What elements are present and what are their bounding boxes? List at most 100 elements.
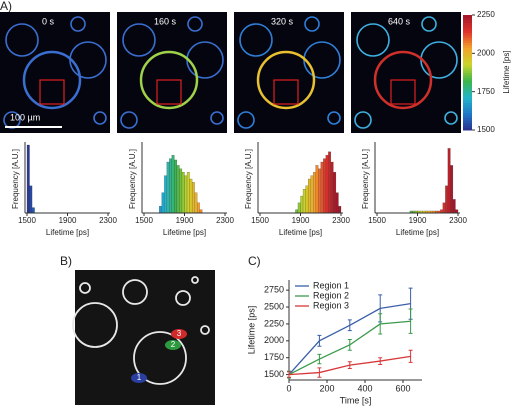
histogram-bar <box>31 207 35 214</box>
error-bar <box>347 338 352 351</box>
legend-label: Region 1 <box>313 280 349 290</box>
legend-label: Region 2 <box>313 290 349 300</box>
colorbar-tick-label: 1750 <box>477 87 495 96</box>
region-label: 3 <box>177 329 182 338</box>
histogram-bar <box>194 192 198 214</box>
x-axis-label: Lifetime [ps] <box>163 228 206 237</box>
x-tick-label: 1500 <box>251 216 269 225</box>
legend-label: Region 3 <box>313 300 349 310</box>
colorbar-cell <box>463 105 472 108</box>
droplet-ring <box>191 276 199 284</box>
histogram-bar <box>166 161 170 214</box>
y-axis-label: Frequency [A.U.] <box>244 149 253 209</box>
x-tick-label: 2300 <box>449 216 467 225</box>
histogram-bar <box>455 209 459 214</box>
droplet-ring <box>256 50 316 110</box>
histogram-bar <box>330 161 334 214</box>
histogram-bar <box>333 172 337 214</box>
droplet-ring <box>120 111 138 129</box>
region-box <box>156 79 182 105</box>
x-tick-label: 2300 <box>332 216 350 225</box>
histogram-bar <box>199 209 203 214</box>
colorbar-cell <box>463 60 472 63</box>
y-axis-label: Lifetime [ps] <box>246 306 256 355</box>
droplet-ring <box>304 16 320 32</box>
histogram-bar <box>197 202 200 214</box>
histogram-bar <box>300 195 304 214</box>
colorbar-cell <box>463 67 472 71</box>
colorbar-cell <box>463 120 472 123</box>
histogram-bar <box>181 172 185 214</box>
y-tick-label: 2000 <box>264 335 284 345</box>
x-axis-label: Lifetime [ps] <box>46 228 89 237</box>
colorbar-cell <box>463 45 472 48</box>
microscope-image <box>0 12 110 133</box>
colorbar-cell <box>463 125 472 128</box>
colorbar-cell <box>463 27 472 31</box>
colorbar-cell <box>463 127 472 131</box>
histogram-bar <box>295 209 299 214</box>
colorbar-cell <box>463 122 472 126</box>
x-tick-label: 1500 <box>135 216 153 225</box>
histogram-bar <box>328 151 331 214</box>
scale-bar-label: 100 µm <box>10 112 40 122</box>
histogram-bar <box>297 202 301 214</box>
y-axis-label: Frequency [A.U.] <box>11 149 20 209</box>
histogram-bar <box>29 185 33 214</box>
region-marker <box>131 373 147 383</box>
colorbar-cell <box>463 42 472 46</box>
droplet-ring <box>239 23 273 57</box>
histogram-bar <box>320 161 324 214</box>
histogram-bar <box>302 189 306 214</box>
region-label: 2 <box>171 340 176 349</box>
colorbar-cell <box>463 115 472 118</box>
error-bar <box>378 357 383 365</box>
x-tick-label: 1500 <box>18 216 36 225</box>
panel-label: A) <box>0 0 12 13</box>
histogram-bar <box>338 206 342 214</box>
panel-label: C) <box>248 254 261 268</box>
histogram-bar <box>189 178 193 214</box>
colorbar-cell <box>463 55 472 58</box>
histogram-bar <box>318 168 321 214</box>
droplet-ring <box>122 279 148 305</box>
droplet-ring <box>200 325 210 335</box>
histogram-bar <box>164 175 167 214</box>
colorbar-cell <box>463 80 472 83</box>
colorbar-cell <box>463 62 472 66</box>
region-marker <box>165 340 181 350</box>
histogram-bar <box>307 178 311 214</box>
histogram-bar <box>450 165 454 214</box>
error-bar <box>347 361 352 370</box>
colorbar-cell <box>463 32 472 36</box>
error-bar <box>287 371 291 378</box>
y-axis-label: Frequency [A.U.] <box>128 149 137 209</box>
histogram-bar <box>161 192 165 214</box>
histogram-bar <box>191 182 195 214</box>
histogram-bar <box>159 206 162 214</box>
y-tick-label: 2250 <box>264 318 284 328</box>
droplet-ring <box>72 302 118 348</box>
colorbar-cell <box>463 92 472 96</box>
time-label: 320 s <box>271 16 294 26</box>
colorbar-cell <box>463 77 472 81</box>
droplet-ring <box>122 23 156 57</box>
colorbar-tick-label: 2000 <box>477 48 495 57</box>
histogram-bar <box>335 192 339 214</box>
histogram-bar <box>447 148 451 214</box>
colorbar-cell <box>463 50 472 53</box>
colorbar-cell <box>463 37 472 41</box>
colorbar-cell <box>463 20 472 23</box>
time-label: 0 s <box>42 16 55 26</box>
droplet-ring <box>133 331 187 385</box>
y-tick-label: 2500 <box>264 301 284 311</box>
colorbar-cell <box>463 85 472 88</box>
colorbar-tick-label: 1500 <box>477 125 495 134</box>
colorbar-cell <box>463 112 472 116</box>
histogram-bar <box>305 185 309 214</box>
histogram-bar <box>26 144 30 214</box>
colorbar-cell <box>463 47 472 51</box>
droplet-ring <box>210 111 224 125</box>
droplet-ring <box>356 23 390 57</box>
colorbar-cell <box>463 35 472 38</box>
